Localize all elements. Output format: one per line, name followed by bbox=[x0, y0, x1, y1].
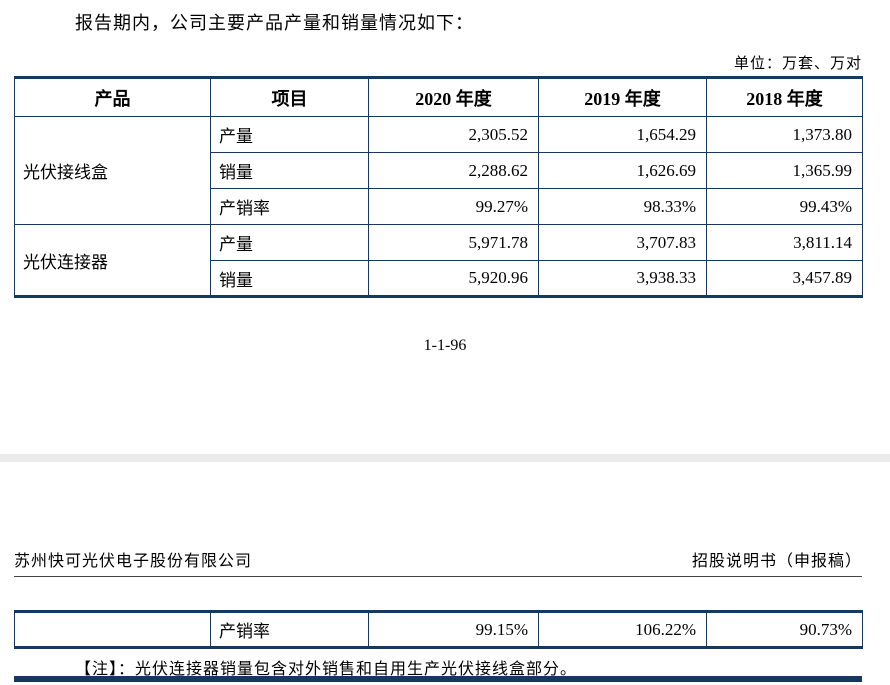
value-cell: 2,305.52 bbox=[368, 116, 539, 153]
table-row: 光伏连接器 产量 5,971.78 3,707.83 3,811.14 bbox=[14, 224, 863, 297]
value-cell: 2,288.62 bbox=[368, 152, 539, 189]
value-cell: 90.73% bbox=[706, 611, 863, 648]
item-cell: 产销率 bbox=[210, 188, 369, 225]
production-sales-table: 产品 项目 2020 年度 2019 年度 2018 年度 光伏接线盒 产量 2… bbox=[14, 76, 863, 298]
value-cell: 3,811.14 bbox=[706, 224, 863, 261]
item-cell: 产量 bbox=[210, 224, 369, 261]
value-cell: 3,938.33 bbox=[538, 260, 707, 297]
table-row: 产销率 99.15% 106.22% 90.73% bbox=[14, 611, 863, 648]
col-header-product: 产品 bbox=[14, 77, 211, 117]
value-cell: 5,971.78 bbox=[368, 224, 539, 261]
table-row: 销量 2,288.62 1,626.69 1,365.99 bbox=[15, 152, 863, 189]
col-header-item: 项目 bbox=[210, 77, 369, 117]
item-cell: 销量 bbox=[210, 260, 369, 297]
table-row: 产销率 99.27% 98.33% 99.43% bbox=[15, 188, 863, 225]
item-cell: 产销率 bbox=[210, 611, 369, 648]
value-cell: 106.22% bbox=[538, 611, 707, 648]
unit-label: 单位：万套、万对 bbox=[733, 56, 862, 72]
col-header-2019: 2019 年度 bbox=[538, 77, 707, 117]
production-sales-table-continued: 产销率 99.15% 106.22% 90.73% bbox=[14, 610, 863, 649]
value-cell: 5,920.96 bbox=[368, 260, 539, 297]
product-cell: 光伏接线盒 bbox=[14, 116, 211, 225]
next-table-top-border bbox=[14, 676, 862, 682]
page-separator bbox=[0, 454, 890, 462]
value-cell: 99.43% bbox=[706, 188, 863, 225]
product-cell: 光伏连接器 bbox=[14, 224, 211, 297]
page-number: 1-1-96 bbox=[423, 337, 467, 354]
value-cell: 1,365.99 bbox=[706, 152, 863, 189]
table-row: 销量 5,920.96 3,938.33 3,457.89 bbox=[15, 260, 863, 297]
value-cell: 1,373.80 bbox=[706, 116, 863, 153]
company-name: 苏州快可光伏电子股份有限公司 bbox=[14, 553, 253, 570]
table-row: 光伏接线盒 产量 2,305.52 1,654.29 1,373.80 bbox=[14, 116, 863, 225]
value-cell: 99.15% bbox=[368, 611, 539, 648]
value-cell: 3,457.89 bbox=[706, 260, 863, 297]
value-cell: 1,626.69 bbox=[538, 152, 707, 189]
item-cell: 销量 bbox=[210, 152, 369, 189]
intro-paragraph: 报告期内，公司主要产品产量和销量情况如下： bbox=[75, 13, 474, 33]
col-header-2018: 2018 年度 bbox=[706, 77, 863, 117]
col-header-2020: 2020 年度 bbox=[368, 77, 539, 117]
page2-running-header: 苏州快可光伏电子股份有限公司 招股说明书（申报稿） bbox=[14, 547, 862, 577]
table-header-row: 产品 项目 2020 年度 2019 年度 2018 年度 bbox=[14, 77, 863, 117]
prospectus-label: 招股说明书（申报稿） bbox=[691, 553, 862, 570]
value-cell: 3,707.83 bbox=[538, 224, 707, 261]
table-note: 【注】：光伏连接器销量包含对外销售和自用生产光伏接线盒部分。 bbox=[75, 661, 578, 678]
value-cell: 98.33% bbox=[538, 188, 707, 225]
product-cell bbox=[14, 611, 211, 648]
value-cell: 1,654.29 bbox=[538, 116, 707, 153]
item-cell: 产量 bbox=[210, 116, 369, 153]
value-cell: 99.27% bbox=[368, 188, 539, 225]
